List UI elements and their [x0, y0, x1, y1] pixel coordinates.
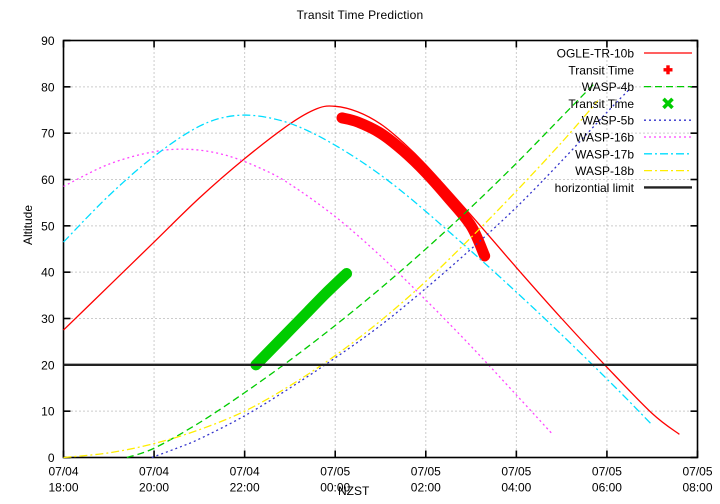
legend-label-1: Transit Time — [568, 63, 634, 77]
y-tick-label: 10 — [41, 405, 55, 419]
legend-label-4: WASP-5b — [582, 114, 635, 128]
plot-frame — [62, 39, 699, 459]
legend-label-0: OGLE-TR-10b — [557, 47, 635, 61]
legend-marker-cross — [662, 97, 674, 110]
legend-marker-bar — [662, 97, 674, 110]
y-tick-label: 60 — [41, 173, 55, 187]
y-tick-label: 80 — [41, 80, 55, 94]
x-tick-label-time: 06:00 — [592, 481, 622, 495]
x-tick-label-date: 07/05 — [592, 465, 622, 479]
page-title: Transit Time Prediction — [296, 8, 424, 22]
legend-label-8: horizontial limit — [555, 181, 635, 195]
x-axis-label: NZST — [338, 484, 370, 498]
series-line — [63, 100, 599, 459]
series-transit-band — [336, 112, 491, 262]
y-tick-label: 40 — [41, 266, 55, 280]
series-line — [63, 114, 653, 426]
series-line — [63, 148, 554, 435]
legend-label-5: WASP-16b — [575, 131, 634, 145]
x-tick-label-time: 18:00 — [48, 481, 78, 495]
x-axis-ticks: 07/04 18:00 07/04 20:00 07/04 22:00 07/05 00:00… — [48, 40, 713, 495]
legend-label-7: WASP-18b — [575, 164, 634, 178]
series-line — [151, 88, 631, 459]
legend-label-3: Transit Time — [568, 97, 634, 111]
series-transit-band — [250, 268, 353, 371]
x-tick-label-time: 22:00 — [230, 481, 260, 495]
x-tick-label-time: 20:00 — [139, 481, 169, 495]
x-tick-label-date: 07/05 — [411, 465, 441, 479]
y-tick-label: 30 — [41, 312, 55, 326]
data-series-group — [63, 84, 680, 459]
x-tick-label-date: 07/04 — [48, 465, 78, 479]
legend-label-6: WASP-17b — [575, 147, 634, 161]
x-tick-label-date: 07/05 — [320, 465, 350, 479]
series-line — [126, 84, 594, 459]
x-tick-label-date: 07/04 — [230, 465, 260, 479]
x-tick-label-date: 07/04 — [139, 465, 169, 479]
legend-label-2: WASP-4b — [582, 80, 635, 94]
y-tick-label: 20 — [41, 358, 55, 372]
series-line — [63, 105, 680, 435]
x-tick-label-date: 07/05 — [682, 465, 712, 479]
y-tick-label: 90 — [41, 34, 55, 48]
legend: OGLE-TR-10b Transit Time WASP-4b Transit Ti… — [555, 47, 692, 195]
x-tick-label-time: 08:00 — [682, 481, 712, 495]
x-tick-label-time: 02:00 — [411, 481, 441, 495]
legend-marker-plus — [663, 65, 673, 75]
x-tick-label-date: 07/05 — [501, 465, 531, 479]
x-tick-label-time: 00:00 — [320, 481, 350, 495]
y-tick-label: 70 — [41, 127, 55, 141]
x-tick-label-time: 04:00 — [501, 481, 531, 495]
y-tick-label: 50 — [41, 219, 55, 233]
y-tick-label: 0 — [48, 451, 55, 465]
